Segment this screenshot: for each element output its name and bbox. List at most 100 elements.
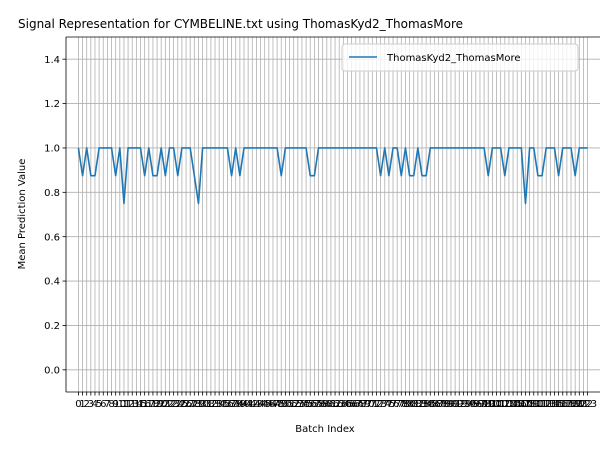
x-tick-label: 5 xyxy=(96,399,102,410)
x-tick-label: 2 xyxy=(84,399,90,410)
x-tick-label: 63 xyxy=(333,399,346,410)
x-tick-label: 42 xyxy=(246,399,259,410)
x-tick-label: 44 xyxy=(254,399,267,410)
x-tick-label: 122 xyxy=(574,399,593,410)
x-tick-label: 67 xyxy=(349,399,362,410)
x-tick-label: 35 xyxy=(217,399,230,410)
x-tick-label: 114 xyxy=(541,399,560,410)
x-tick-label: 59 xyxy=(316,399,329,410)
x-tick-label: 10 xyxy=(113,399,126,410)
x-tick-label: 0 xyxy=(75,399,81,410)
x-tick-label: 50 xyxy=(279,399,292,410)
x-tick-label: 14 xyxy=(130,399,143,410)
x-tick-label: 106 xyxy=(508,399,527,410)
x-tick-label: 84 xyxy=(420,399,433,410)
x-tick-label: 3 xyxy=(88,399,94,410)
x-tick-label: 100 xyxy=(483,399,502,410)
y-ticks: 0.0 0.2 0.4 0.6 0.8 1.0 1.2 1.4 xyxy=(44,55,66,376)
x-tick-label: 74 xyxy=(378,399,391,410)
x-tick-label: 70 xyxy=(362,399,375,410)
x-tick-label: 56 xyxy=(304,399,317,410)
x-tick-label: 21 xyxy=(159,399,172,410)
x-tick-label: 105 xyxy=(504,399,523,410)
x-tick-label: 113 xyxy=(537,399,556,410)
x-tick-label: 75 xyxy=(383,399,396,410)
y-axis-label: Mean Prediction Value xyxy=(17,159,28,270)
x-tick-label: 53 xyxy=(291,399,304,410)
x-tick-label: 15 xyxy=(134,399,147,410)
x-tick-label: 41 xyxy=(242,399,255,410)
x-tick-label: 17 xyxy=(142,399,155,410)
x-tick-label: 39 xyxy=(233,399,246,410)
x-tick-label: 48 xyxy=(271,399,284,410)
x-tick-label: 25 xyxy=(176,399,189,410)
x-tick-label: 86 xyxy=(428,399,441,410)
x-tick-label: 9 xyxy=(112,399,118,410)
x-tick-label: 34 xyxy=(213,399,226,410)
x-tick-label: 16 xyxy=(138,399,151,410)
x-tick-label: 123 xyxy=(578,399,597,410)
x-tick-label: 78 xyxy=(395,399,408,410)
x-tick-label: 58 xyxy=(312,399,325,410)
x-tick-label: 107 xyxy=(512,399,531,410)
x-tick-label: 72 xyxy=(370,399,383,410)
x-tick-label: 116 xyxy=(549,399,568,410)
x-tick-label: 49 xyxy=(275,399,288,410)
x-tick-label: 55 xyxy=(300,399,313,410)
x-tick-label: 104 xyxy=(499,399,518,410)
x-tick-label: 103 xyxy=(495,399,514,410)
y-tick-label: 1.0 xyxy=(44,144,60,155)
y-tick-label: 0.6 xyxy=(44,232,60,243)
x-tick-label: 81 xyxy=(407,399,420,410)
x-tick-label: 4 xyxy=(92,399,98,410)
x-tick-label: 38 xyxy=(229,399,242,410)
x-tick-label: 46 xyxy=(262,399,275,410)
chart-title: Signal Representation for CYMBELINE.txt … xyxy=(18,17,463,31)
x-tick-label: 82 xyxy=(411,399,424,410)
x-tick-label: 90 xyxy=(445,399,458,410)
x-tick-label: 20 xyxy=(155,399,168,410)
legend-box xyxy=(341,43,579,72)
x-tick-label: 83 xyxy=(416,399,429,410)
x-tick-label: 29 xyxy=(192,399,205,410)
x-tick-label: 30 xyxy=(196,399,209,410)
x-tick-label: 54 xyxy=(296,399,309,410)
x-tick-label: 36 xyxy=(221,399,234,410)
x-tick-label: 24 xyxy=(171,399,184,410)
x-ticks: 0123456789101112131415161718192021222324… xyxy=(75,392,597,410)
x-tick-label: 73 xyxy=(374,399,387,410)
y-tick-label: 0.0 xyxy=(44,365,60,376)
x-tick-label: 32 xyxy=(205,399,218,410)
series-line xyxy=(77,147,588,205)
x-tick-label: 57 xyxy=(308,399,321,410)
x-tick-label: 13 xyxy=(126,399,139,410)
x-tick-label: 1 xyxy=(79,399,85,410)
x-tick-label: 33 xyxy=(209,399,222,410)
x-tick-label: 40 xyxy=(238,399,251,410)
x-tick-label: 110 xyxy=(524,399,543,410)
x-gridlines xyxy=(78,37,588,392)
x-tick-label: 27 xyxy=(184,399,197,410)
plot-background xyxy=(66,37,600,392)
x-tick-label: 47 xyxy=(267,399,280,410)
x-tick-label: 23 xyxy=(167,399,180,410)
x-tick-label: 37 xyxy=(225,399,238,410)
x-tick-label: 71 xyxy=(366,399,379,410)
y-tick-label: 1.4 xyxy=(44,55,60,66)
x-tick-label: 11 xyxy=(118,399,131,410)
x-tick-label: 91 xyxy=(449,399,462,410)
x-tick-label: 92 xyxy=(453,399,466,410)
x-tick-label: 28 xyxy=(188,399,201,410)
x-tick-label: 31 xyxy=(200,399,213,410)
x-tick-label: 52 xyxy=(287,399,300,410)
x-tick-label: 96 xyxy=(469,399,482,410)
x-tick-label: 79 xyxy=(399,399,412,410)
y-tick-label: 0.4 xyxy=(44,277,60,288)
x-axis-label: Batch Index xyxy=(295,424,355,435)
x-tick-label: 80 xyxy=(403,399,416,410)
y-tick-label: 0.8 xyxy=(44,188,60,199)
legend: ThomasKyd2_ThomasMore xyxy=(341,43,579,72)
x-tick-label: 121 xyxy=(570,399,589,410)
